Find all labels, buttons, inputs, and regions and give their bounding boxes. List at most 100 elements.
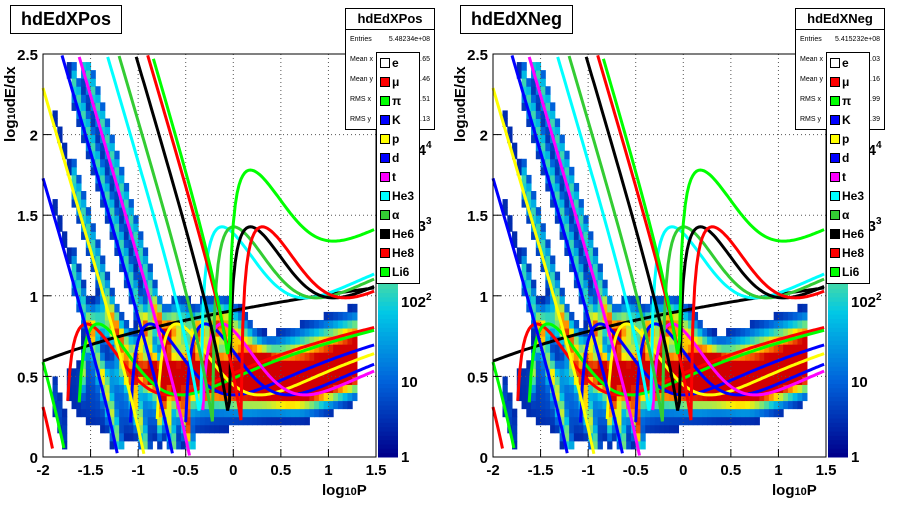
heatmap-cell [564, 328, 570, 337]
y-axis: 00.511.522.5 [17, 47, 51, 467]
heatmap-cell [550, 400, 556, 410]
legend-label: π [392, 93, 402, 108]
colorbar-cell [828, 383, 848, 389]
heatmap-cell [573, 360, 580, 369]
heatmap-cell [531, 303, 537, 313]
heatmap-cell [152, 432, 158, 442]
heatmap-cell [109, 384, 115, 394]
heatmap-cell [521, 166, 527, 176]
heatmap-cell [592, 368, 599, 377]
heatmap-cell [195, 360, 201, 369]
heatmap-cell [176, 384, 182, 394]
heatmap-cell [559, 295, 565, 305]
heatmap-cell [745, 408, 751, 418]
heatmap-cell [333, 311, 339, 321]
heatmap-cell [649, 416, 656, 426]
heatmap-cell [57, 126, 63, 136]
heatmap-cell [257, 392, 263, 402]
heatmap-cell [707, 376, 713, 385]
heatmap-cell [81, 408, 87, 418]
heatmap-cell [299, 392, 306, 402]
stats-label: Entries [800, 36, 822, 43]
heatmap-cell [109, 400, 115, 410]
colorbar-cell [378, 413, 398, 419]
heatmap-cell [545, 102, 551, 111]
heatmap-cell [171, 400, 177, 410]
heatmap-cell [740, 408, 746, 418]
heatmap-cell [152, 336, 158, 345]
series-line-4 [491, 177, 825, 454]
stats-value: …13 [415, 116, 430, 123]
heatmap-cell [554, 134, 561, 144]
heatmap-cell [85, 231, 92, 240]
heatmap-cell [128, 344, 134, 353]
heatmap-cell [204, 295, 210, 305]
heatmap-cell [352, 344, 358, 353]
heatmap-cell [683, 344, 689, 353]
heatmap-cell [730, 416, 737, 426]
heatmap-cell [512, 424, 518, 434]
heatmap-cell [142, 271, 149, 281]
heatmap-cell [626, 384, 632, 394]
heatmap-cell [550, 158, 556, 168]
heatmap-cell [669, 384, 675, 394]
heatmap-cell [783, 344, 789, 353]
heatmap-cell [123, 319, 130, 329]
heatmap-cell [104, 142, 111, 152]
heatmap-cell [242, 376, 249, 385]
heatmap-cell [711, 416, 718, 426]
heatmap-cell [95, 279, 101, 289]
heatmap-cell [66, 166, 73, 176]
heatmap-cell [266, 376, 272, 385]
heatmap-cell [95, 336, 101, 345]
heatmap-cell [242, 319, 249, 329]
heatmap-cell [564, 376, 570, 385]
legend-item: e [377, 53, 419, 72]
heatmap-cell [90, 86, 96, 95]
heatmap-cell [57, 215, 63, 224]
heatmap-cell [749, 328, 756, 337]
heatmap-cell [342, 311, 348, 321]
heatmap-cell [280, 344, 287, 353]
heatmap-cell [535, 231, 542, 240]
heatmap-cell [688, 319, 694, 329]
heatmap-cell [276, 400, 282, 410]
colorbar-cell [828, 405, 848, 410]
heatmap-cell [735, 392, 741, 402]
heatmap-cell [802, 336, 808, 345]
heatmap-cell [304, 384, 310, 394]
heatmap-cell [754, 400, 760, 410]
heatmap-cell [688, 416, 694, 426]
colorbar-cell [828, 426, 848, 432]
heatmap-cell [621, 368, 627, 377]
heatmap-cell [138, 400, 144, 410]
heatmap-cell [85, 360, 92, 369]
heatmap-cell [81, 134, 87, 144]
heatmap-cell [166, 408, 172, 418]
heatmap-cell [535, 303, 542, 313]
x-tick-label: -2 [36, 462, 49, 479]
colorbar-cell [828, 418, 848, 423]
heatmap-cell [783, 368, 789, 377]
heatmap-cell [257, 400, 263, 410]
heatmap-cell [233, 416, 239, 426]
heatmap-cell [535, 400, 542, 410]
heatmap-cell [352, 392, 358, 402]
heatmap-cell [554, 191, 561, 200]
heatmap-cell [554, 142, 561, 152]
heatmap-cell [138, 287, 144, 297]
heatmap-cell [521, 368, 527, 377]
heatmap-cell [100, 102, 106, 111]
heatmap-cell [554, 279, 561, 289]
heatmap-cell [707, 352, 713, 361]
colorbar-cell [378, 400, 398, 406]
heatmap-cell [516, 255, 523, 265]
heatmap-cell [588, 231, 594, 240]
heatmap-cell [71, 392, 77, 402]
stats-label: RMS y [350, 116, 371, 123]
heatmap-cell [76, 182, 82, 192]
heatmap-cell [128, 247, 134, 256]
heatmap-cell [266, 344, 272, 353]
heatmap-cell [342, 352, 348, 361]
heatmap-cell [114, 215, 120, 224]
